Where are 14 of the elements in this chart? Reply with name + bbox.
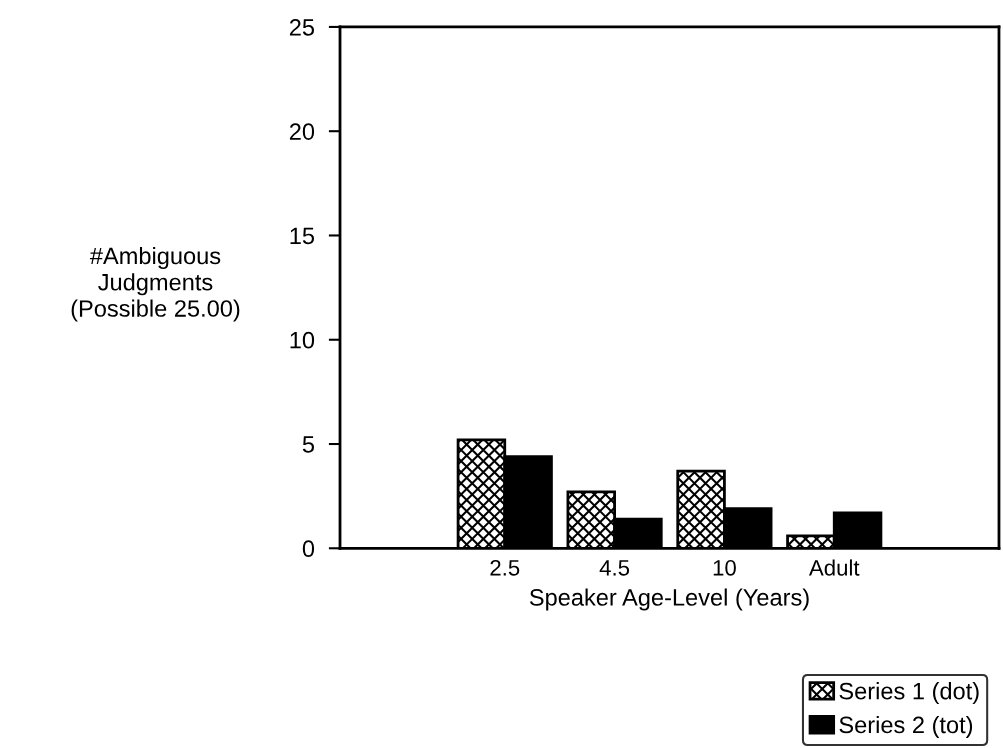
x-tick-label: Adult: [808, 559, 860, 576]
y-tick-label: 10: [290, 331, 315, 349]
legend-label: Series 2 (tot): [839, 715, 973, 738]
y-tick-label: 0: [302, 540, 315, 558]
y-tick-label: 25: [289, 19, 315, 36]
x-tick-label: 10: [713, 559, 736, 576]
x-tick-label: 4.5: [599, 560, 630, 576]
x-tick-label: 2.5: [490, 559, 520, 576]
x-axis-title: Speaker Age-Level (Years): [529, 588, 809, 611]
y-tick-label: 20: [289, 123, 315, 140]
y-tick-label: 15: [290, 227, 315, 245]
y-tick-label: 5: [302, 436, 315, 453]
legend-label: Series 1 (dot): [839, 682, 979, 705]
y-axis-title: #Ambiguous Judgments (Possible 25.00): [71, 246, 240, 322]
